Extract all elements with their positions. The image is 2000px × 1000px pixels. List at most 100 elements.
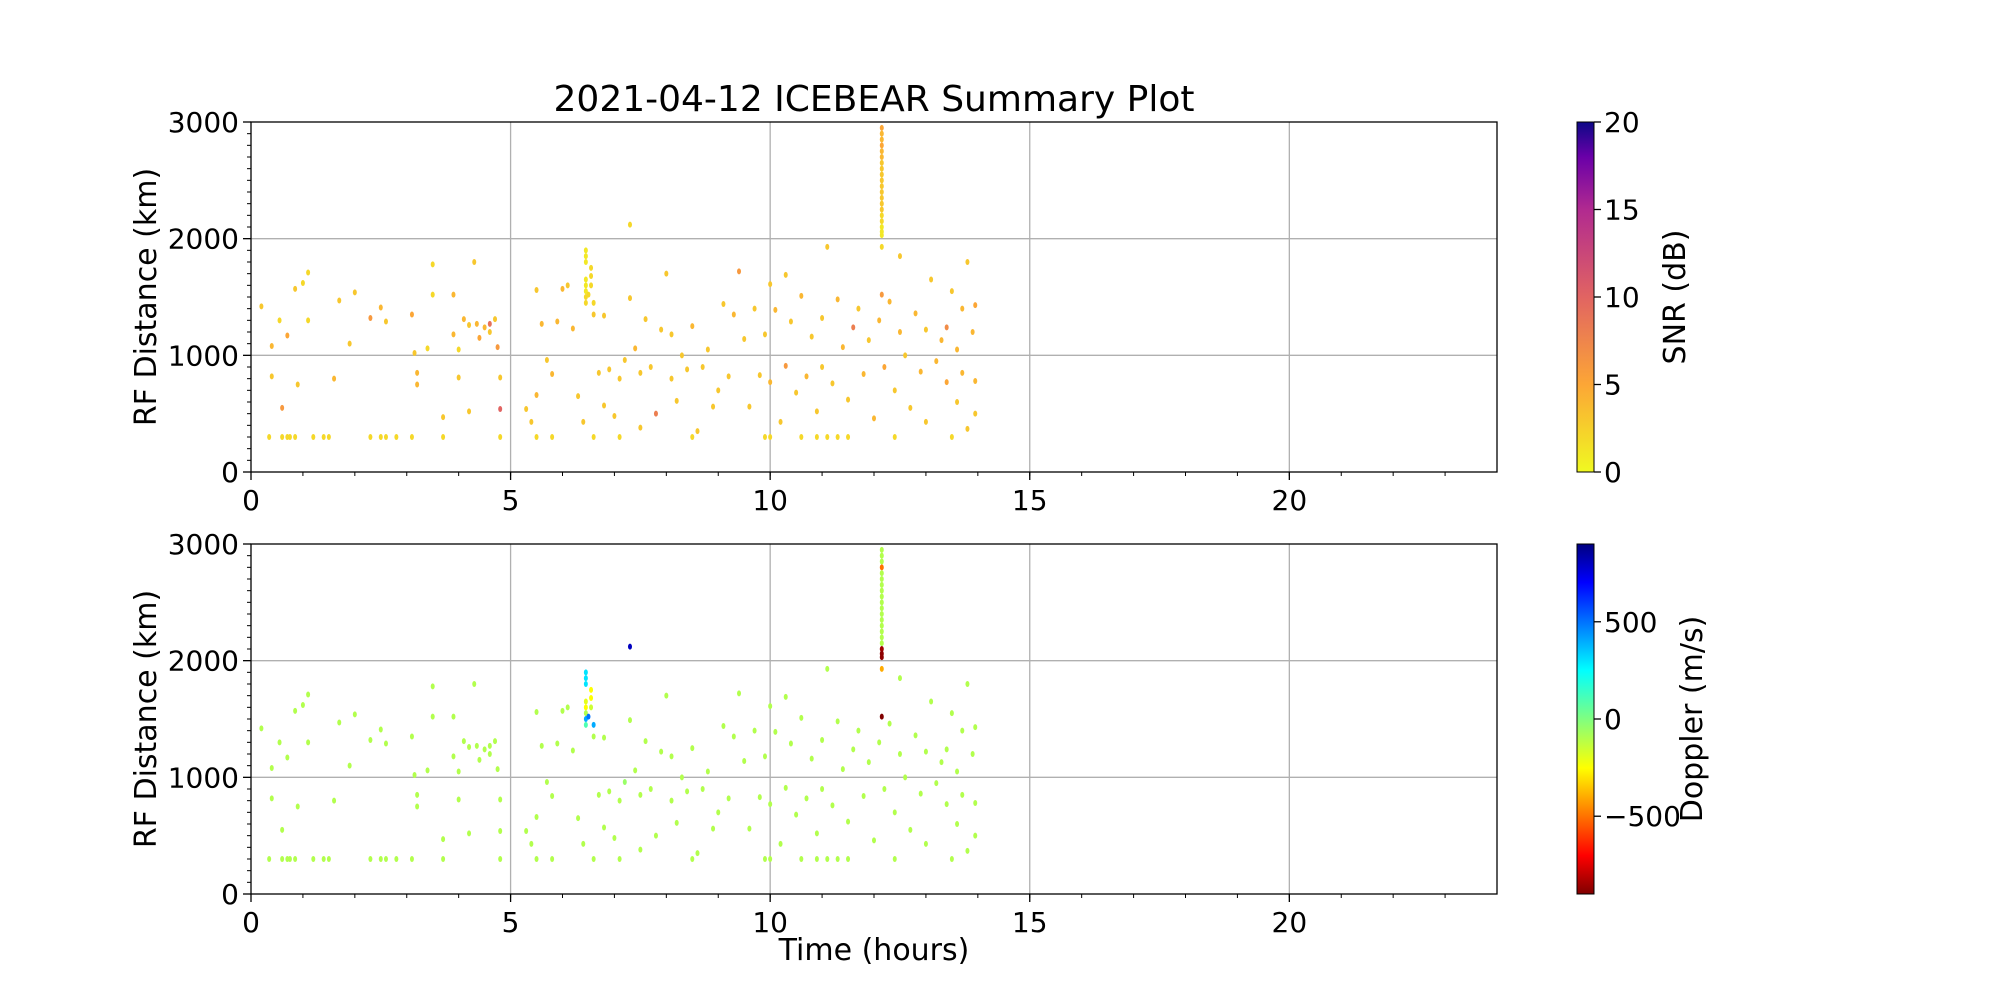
data-point: [820, 315, 825, 321]
data-point: [337, 297, 342, 304]
data-point: [809, 333, 814, 340]
colorbar-label: SNR (dB): [1658, 230, 1693, 365]
data-point: [627, 643, 632, 650]
data-point: [474, 742, 479, 749]
data-point: [879, 124, 884, 131]
data-point: [300, 280, 305, 286]
data-point: [383, 856, 388, 862]
data-point: [643, 738, 648, 745]
data-point: [602, 402, 607, 409]
data-point: [773, 306, 778, 313]
data-point: [711, 403, 716, 410]
data-point: [332, 375, 337, 382]
data-point: [498, 434, 503, 440]
data-point: [583, 721, 588, 728]
data-point: [965, 847, 970, 854]
data-point: [383, 318, 388, 325]
data-point: [879, 654, 884, 661]
data-point: [596, 369, 601, 376]
data-point: [879, 154, 884, 160]
data-point: [555, 740, 560, 747]
data-point: [583, 282, 588, 289]
data-point: [939, 759, 944, 766]
data-point: [295, 803, 300, 810]
data-point: [306, 739, 311, 746]
data-point: [737, 268, 742, 275]
data-point: [768, 801, 773, 808]
data-point: [669, 375, 674, 382]
data-point: [591, 856, 596, 862]
data-point: [664, 270, 669, 277]
x-tick-label: 15: [1012, 906, 1048, 939]
data-point: [804, 795, 809, 802]
data-point: [879, 159, 884, 166]
x-tick-label: 0: [242, 906, 260, 939]
data-point: [814, 408, 819, 415]
data-point: [835, 856, 840, 862]
data-point: [653, 832, 658, 839]
data-point: [583, 253, 588, 260]
data-point: [879, 628, 884, 635]
data-point: [877, 317, 882, 324]
data-point: [368, 856, 373, 862]
data-point: [368, 434, 373, 440]
data-point: [700, 364, 705, 370]
data-point: [576, 815, 581, 822]
data-point: [648, 786, 653, 792]
data-point: [583, 299, 588, 306]
data-point: [280, 856, 285, 862]
data-point: [293, 434, 298, 440]
data-point: [467, 322, 472, 328]
data-point: [586, 713, 591, 720]
data-point: [565, 282, 570, 289]
data-point: [773, 728, 778, 735]
data-point: [321, 856, 326, 862]
data-point: [887, 720, 892, 727]
data-point: [685, 366, 690, 373]
data-point: [690, 745, 695, 752]
data-point: [633, 345, 638, 352]
y-tick-label: 2000: [168, 645, 239, 678]
data-point: [441, 836, 446, 843]
data-point: [783, 362, 788, 369]
data-point: [882, 786, 887, 792]
data-point: [337, 719, 342, 726]
data-point: [700, 786, 705, 792]
data-point: [280, 826, 285, 833]
data-point: [383, 740, 388, 747]
data-point: [300, 702, 305, 708]
data-point: [866, 337, 871, 344]
data-point: [879, 194, 884, 201]
data-point: [430, 713, 435, 720]
data-point: [903, 774, 908, 781]
data-point: [544, 357, 549, 363]
data-point: [583, 247, 588, 254]
data-point: [768, 434, 773, 440]
data-point: [285, 754, 290, 761]
data-point: [960, 727, 965, 734]
data-point: [602, 824, 607, 831]
data-point: [425, 767, 430, 774]
data-point: [280, 434, 285, 440]
data-point: [638, 846, 643, 853]
data-point: [830, 380, 835, 387]
data-point: [602, 734, 607, 741]
data-point: [581, 840, 586, 847]
data-point: [560, 707, 565, 714]
data-point: [451, 713, 456, 720]
data-point: [799, 714, 804, 721]
data-point: [879, 130, 884, 137]
data-point: [851, 324, 856, 331]
data-point: [280, 404, 285, 411]
data-point: [892, 809, 897, 816]
data-point: [788, 740, 793, 747]
data-point: [742, 336, 747, 342]
data-point: [879, 576, 884, 582]
data-point: [973, 302, 978, 309]
data-point: [583, 288, 588, 295]
data-point: [882, 364, 887, 370]
data-point: [778, 418, 783, 425]
data-point: [627, 717, 632, 724]
data-point: [269, 343, 274, 349]
